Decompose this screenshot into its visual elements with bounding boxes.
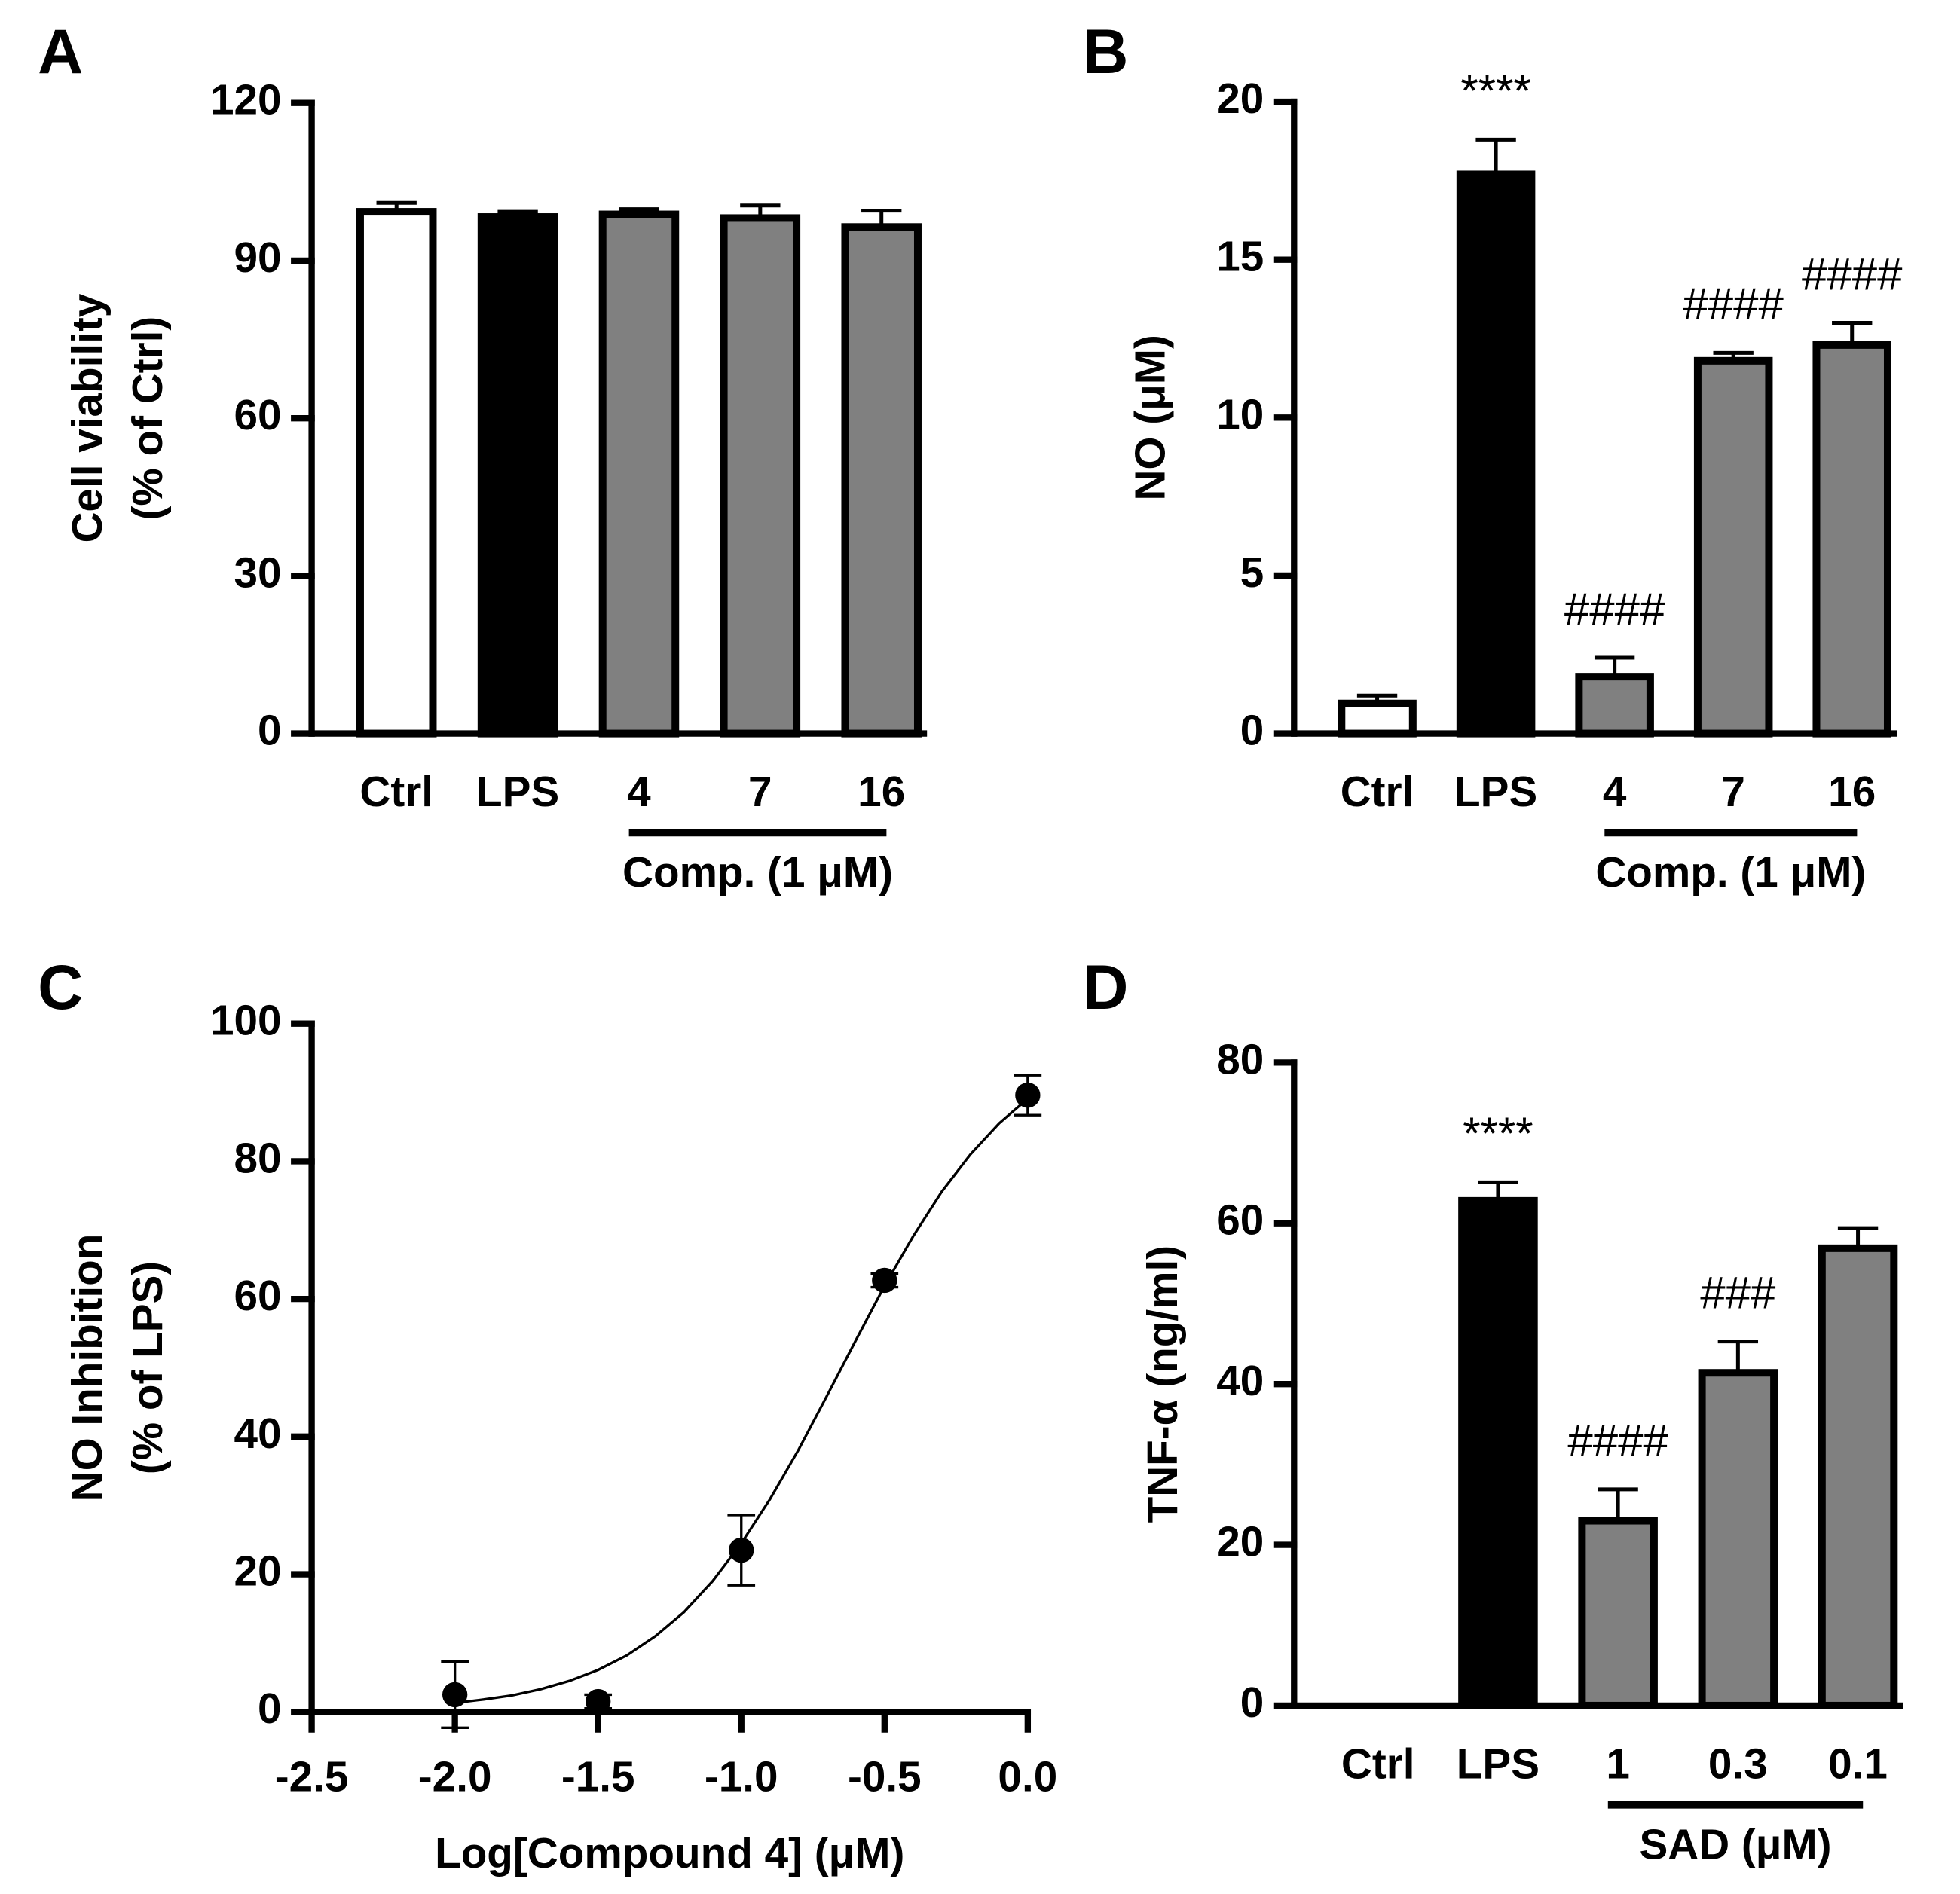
x-tick-label: 1 bbox=[1606, 1741, 1630, 1789]
significance-label: #### bbox=[1802, 249, 1903, 299]
x-axis-label: Log[Compound 4] (μM) bbox=[435, 1830, 904, 1877]
panel-letter: A bbox=[38, 17, 83, 87]
bar bbox=[841, 223, 922, 738]
y-tick-label: 60 bbox=[1216, 1197, 1264, 1245]
y-tick-label: 20 bbox=[234, 1548, 282, 1596]
y-tick-label: 10 bbox=[1216, 391, 1264, 438]
data-point bbox=[1015, 1083, 1041, 1108]
group-label: SAD (μM) bbox=[1640, 1821, 1832, 1868]
bar bbox=[1456, 170, 1536, 738]
x-tick-label: LPS bbox=[1454, 768, 1537, 816]
x-tick-label: -1.5 bbox=[561, 1753, 635, 1801]
x-tick-label: 7 bbox=[748, 768, 772, 816]
significance-label: **** bbox=[1460, 66, 1530, 116]
significance-label: **** bbox=[1463, 1108, 1533, 1159]
y-tick-label: 5 bbox=[1240, 549, 1264, 597]
group-label: Comp. (1 μM) bbox=[622, 849, 893, 897]
y-tick-label: 0 bbox=[1240, 707, 1264, 755]
y-tick-label: 30 bbox=[234, 549, 282, 597]
data-point bbox=[586, 1688, 611, 1715]
fit-curve bbox=[454, 1098, 1029, 1705]
x-tick-label: 4 bbox=[627, 768, 651, 816]
bar bbox=[598, 210, 680, 738]
y-axis-label: (% of LPS) bbox=[124, 1261, 172, 1474]
y-axis-label: (% of Ctrl) bbox=[124, 316, 172, 521]
y-tick-label: 60 bbox=[234, 392, 282, 439]
x-tick-label: Ctrl bbox=[1341, 1741, 1415, 1789]
x-tick-label: LPS bbox=[1457, 1741, 1540, 1789]
y-tick-label: 100 bbox=[210, 997, 282, 1045]
x-tick-label: 16 bbox=[858, 768, 905, 816]
bar bbox=[1578, 1517, 1658, 1709]
panel-letter: D bbox=[1083, 952, 1128, 1022]
x-tick-label: Ctrl bbox=[359, 768, 433, 816]
bar bbox=[1575, 673, 1654, 738]
x-tick-label: 0.3 bbox=[1708, 1741, 1768, 1789]
x-tick-label: 4 bbox=[1603, 768, 1627, 816]
data-point bbox=[442, 1682, 468, 1708]
significance-label: #### bbox=[1567, 1416, 1668, 1466]
y-tick-label: 80 bbox=[234, 1135, 282, 1182]
data-point bbox=[729, 1537, 754, 1563]
bar bbox=[1812, 341, 1891, 738]
x-tick-label: 7 bbox=[1721, 768, 1745, 816]
y-tick-label: 90 bbox=[234, 234, 282, 282]
y-axis-label: TNF-α (ng/ml) bbox=[1139, 1245, 1187, 1523]
significance-label: ### bbox=[1700, 1267, 1776, 1318]
x-tick-label: -1.0 bbox=[705, 1753, 778, 1801]
bar bbox=[1818, 1244, 1898, 1709]
bar bbox=[1458, 1196, 1538, 1709]
y-tick-label: 40 bbox=[1216, 1358, 1264, 1405]
significance-label: #### bbox=[1564, 584, 1665, 634]
bar bbox=[1338, 699, 1417, 738]
y-tick-label: 60 bbox=[234, 1272, 282, 1320]
y-tick-label: 20 bbox=[1216, 1519, 1264, 1566]
y-tick-label: 120 bbox=[210, 77, 282, 124]
x-tick-label: -2.0 bbox=[418, 1753, 492, 1801]
group-label: Comp. (1 μM) bbox=[1595, 849, 1866, 897]
y-tick-label: 80 bbox=[1216, 1036, 1264, 1083]
significance-label: #### bbox=[1683, 279, 1784, 329]
x-tick-label: Ctrl bbox=[1341, 768, 1414, 816]
bar bbox=[356, 208, 437, 738]
x-tick-label: 0.0 bbox=[998, 1753, 1057, 1801]
x-tick-label: -2.5 bbox=[275, 1753, 349, 1801]
y-tick-label: 15 bbox=[1216, 234, 1264, 281]
bar bbox=[1698, 1369, 1778, 1709]
y-tick-label: 40 bbox=[234, 1410, 282, 1458]
data-point bbox=[872, 1267, 897, 1294]
bar bbox=[720, 214, 801, 738]
panel-letter: B bbox=[1083, 17, 1128, 87]
y-tick-label: 20 bbox=[1216, 75, 1264, 123]
y-tick-label: 0 bbox=[258, 707, 282, 755]
y-tick-label: 0 bbox=[1240, 1679, 1264, 1727]
y-axis-label: NO Inhibition bbox=[64, 1234, 112, 1502]
y-axis-label: Cell viability bbox=[64, 293, 112, 542]
x-tick-label: 0.1 bbox=[1828, 1741, 1888, 1789]
y-tick-label: 0 bbox=[258, 1685, 282, 1733]
x-tick-label: 16 bbox=[1828, 768, 1876, 816]
bar bbox=[477, 213, 558, 738]
x-tick-label: LPS bbox=[476, 768, 559, 816]
panel-letter: C bbox=[38, 952, 83, 1022]
x-tick-label: -0.5 bbox=[848, 1753, 922, 1801]
bar bbox=[1693, 356, 1773, 738]
y-axis-label: NO (μM) bbox=[1127, 335, 1175, 500]
